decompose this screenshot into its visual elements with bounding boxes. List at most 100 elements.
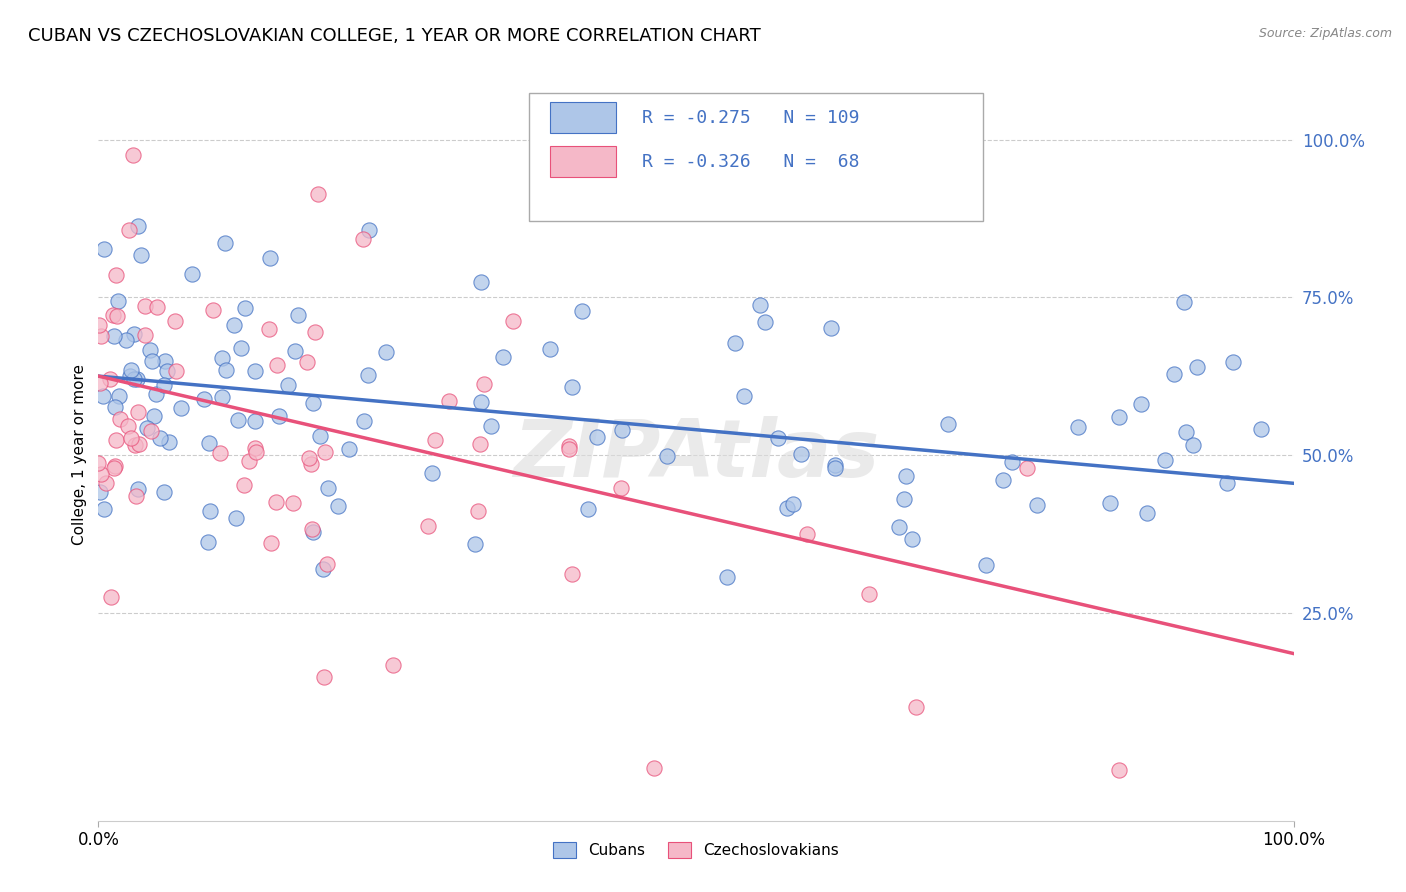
Point — [297, 355, 319, 369]
Point — [214, 235, 236, 250]
Point — [754, 315, 776, 329]
Point — [124, 438, 146, 452]
Point — [101, 309, 124, 323]
Point — [1098, 495, 1121, 509]
Point — [118, 369, 141, 384]
Point — [824, 461, 846, 475]
Point — [257, 321, 280, 335]
Point — [229, 342, 252, 356]
Point — [238, 453, 260, 467]
Point — [936, 417, 959, 431]
Point — [139, 343, 162, 357]
Point — [145, 387, 167, 401]
Point — [470, 275, 492, 289]
Point — [302, 524, 325, 539]
Text: ZIPAtlas: ZIPAtlas — [513, 416, 879, 494]
Point — [149, 431, 172, 445]
Point — [352, 232, 374, 246]
Point — [90, 329, 112, 343]
Point — [134, 328, 156, 343]
Point — [153, 354, 176, 368]
Point — [1222, 355, 1244, 369]
Point — [245, 442, 267, 456]
Point — [127, 404, 149, 418]
Point — [198, 436, 221, 450]
Point — [211, 390, 233, 404]
Point — [993, 473, 1015, 487]
Point — [105, 310, 128, 324]
Point — [120, 431, 142, 445]
Point — [146, 300, 169, 314]
Point — [215, 362, 238, 376]
Point — [308, 428, 330, 442]
Point — [232, 477, 254, 491]
Point — [1215, 476, 1237, 491]
Point — [89, 376, 111, 390]
Point — [1108, 763, 1130, 777]
Point — [143, 409, 166, 424]
Point — [492, 350, 515, 364]
Point — [353, 414, 375, 428]
Point — [858, 586, 880, 600]
Point — [316, 481, 339, 495]
Point — [974, 558, 997, 572]
Point — [479, 418, 502, 433]
Point — [267, 409, 290, 423]
Point — [93, 502, 115, 516]
Point — [776, 500, 799, 515]
Point — [260, 536, 283, 550]
Point — [315, 557, 337, 571]
Point — [87, 456, 110, 470]
Point — [225, 510, 247, 524]
Point — [277, 378, 299, 392]
Point — [312, 670, 335, 684]
Point — [120, 362, 142, 376]
Point — [558, 439, 581, 453]
Point — [281, 496, 304, 510]
Point — [118, 223, 141, 237]
Point — [193, 392, 215, 407]
Point — [141, 353, 163, 368]
Text: R = -0.326   N =  68: R = -0.326 N = 68 — [643, 153, 859, 170]
Point — [576, 502, 599, 516]
Point — [152, 484, 174, 499]
Point — [464, 537, 486, 551]
Point — [100, 591, 122, 605]
Point — [105, 433, 128, 447]
Point — [470, 436, 492, 450]
Point — [1067, 420, 1090, 434]
Point — [98, 372, 121, 386]
Point — [152, 378, 174, 392]
Point — [1017, 461, 1039, 475]
FancyBboxPatch shape — [550, 146, 616, 177]
Point — [89, 467, 111, 481]
Point — [558, 442, 581, 457]
Point — [233, 301, 256, 315]
Point — [122, 326, 145, 341]
Point — [259, 251, 281, 265]
Point — [307, 186, 329, 201]
Point — [122, 148, 145, 162]
Point — [114, 334, 136, 348]
Point — [89, 484, 111, 499]
Point — [299, 457, 322, 471]
Point — [437, 393, 460, 408]
Point — [127, 219, 149, 233]
Point — [766, 431, 789, 445]
Point — [467, 504, 489, 518]
Point — [287, 308, 309, 322]
Point — [356, 368, 378, 383]
Point — [502, 314, 524, 328]
Point — [382, 658, 405, 673]
Point — [131, 248, 153, 262]
Point — [733, 389, 755, 403]
Point — [724, 335, 747, 350]
Point — [94, 476, 117, 491]
Point — [104, 268, 127, 283]
Point — [108, 412, 131, 426]
FancyBboxPatch shape — [550, 103, 616, 133]
Point — [243, 414, 266, 428]
Point — [571, 303, 593, 318]
Point — [609, 481, 631, 495]
Point — [127, 483, 149, 497]
